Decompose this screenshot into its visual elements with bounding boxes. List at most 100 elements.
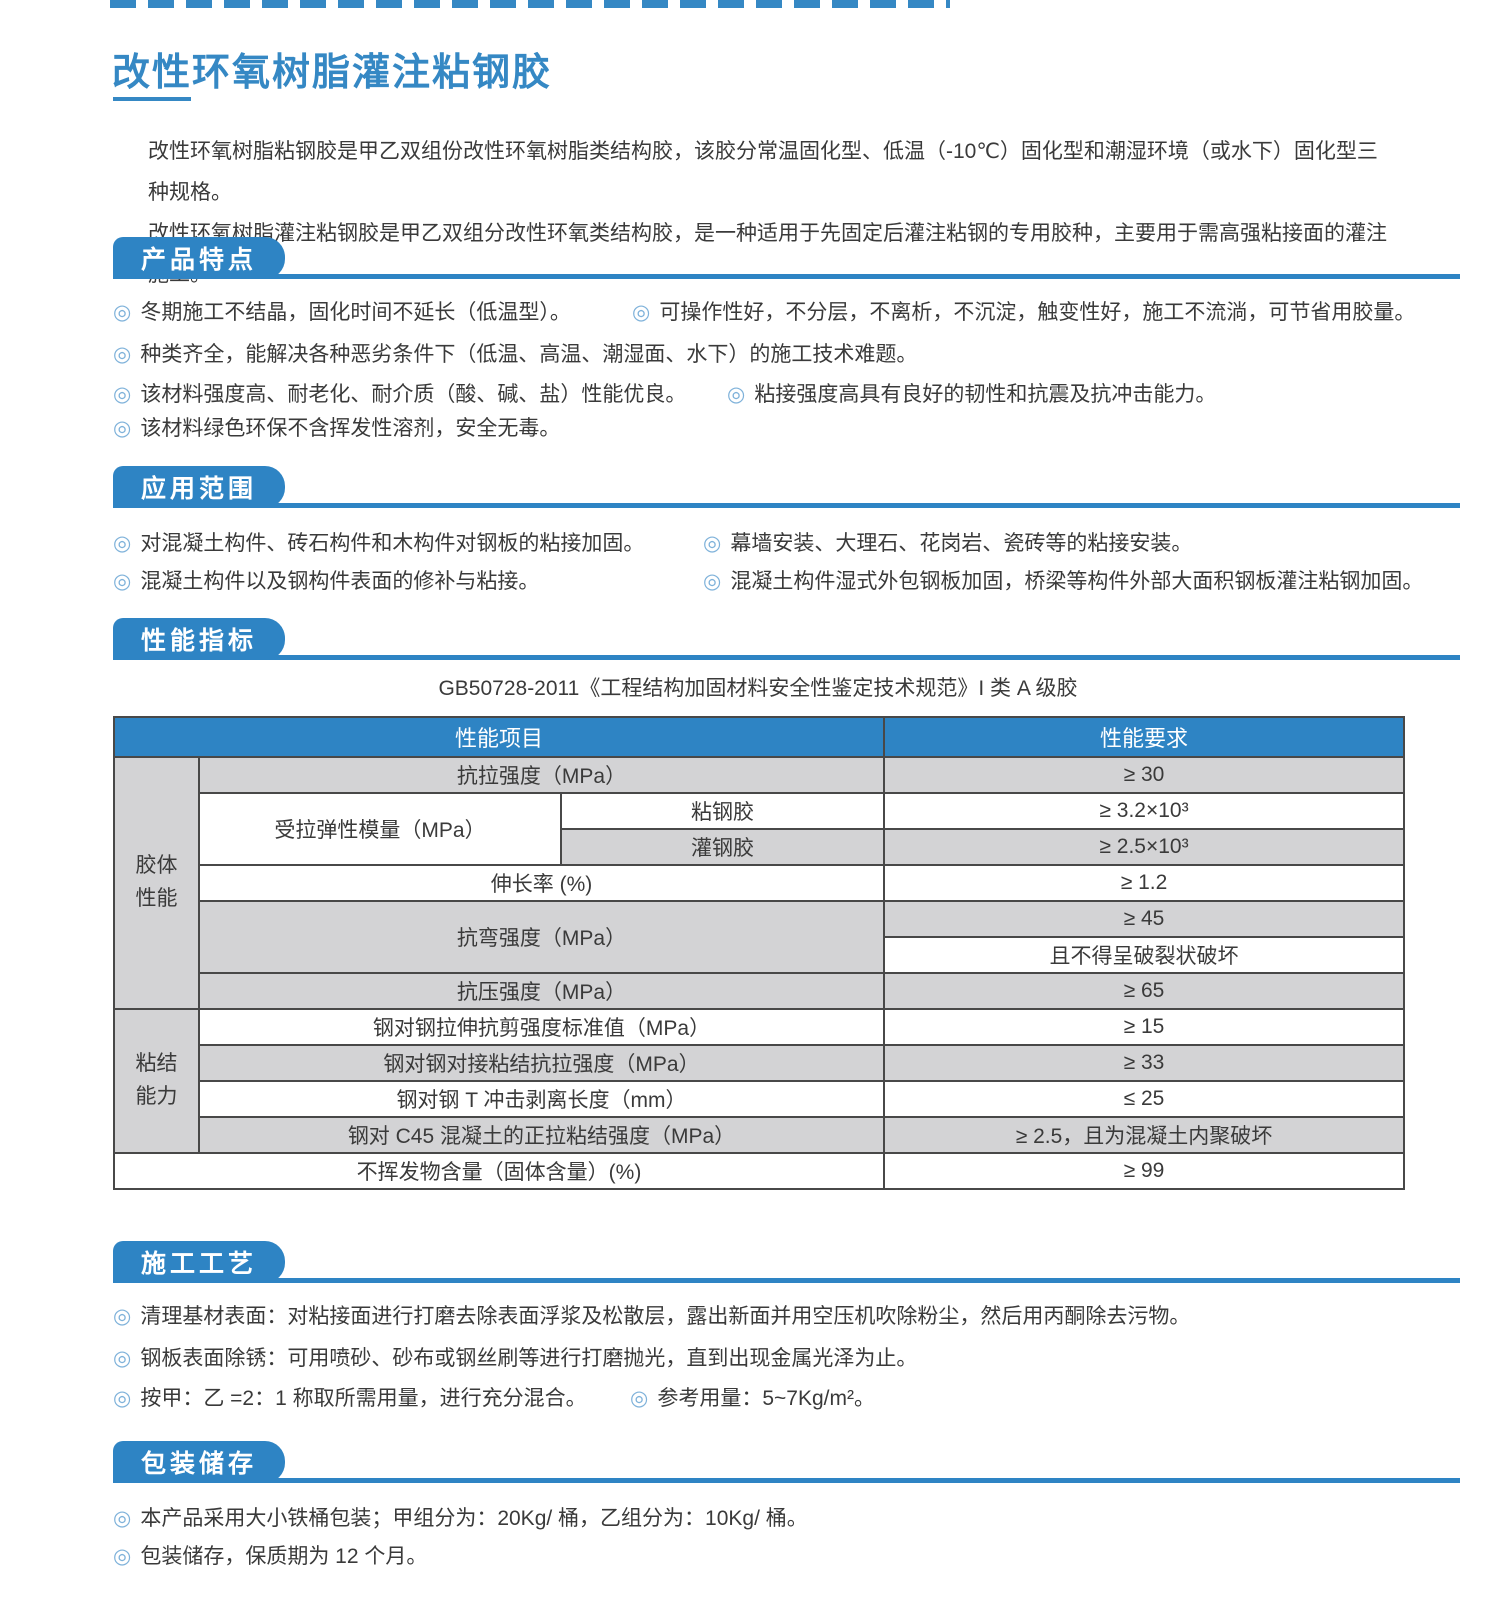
requirement-cell: ≤ 25 bbox=[883, 1080, 1405, 1118]
construction-row-2: ◎ 钢板表面除锈：可用喷砂、砂布或钢丝刷等进行打磨抛光，直到出现金属光泽为止。 bbox=[113, 1342, 1443, 1372]
ring-bullet-icon: ◎ bbox=[113, 343, 132, 366]
performance-table: 性能项目 性能要求 胶体 性能 抗拉强度（MPa） ≥ 30 受拉弹性模量（MP… bbox=[113, 716, 1405, 1190]
clipped-text-fragment bbox=[110, 0, 950, 8]
table-row: 钢对钢对接粘结抗拉强度（MPa） ≥ 33 bbox=[114, 1044, 1405, 1082]
section-header-packaging: 包装储存 bbox=[113, 1441, 1460, 1483]
packaging-item: 包装储存，保质期为 12 个月。 bbox=[140, 1545, 428, 1568]
ring-bullet-icon: ◎ bbox=[113, 570, 132, 593]
section-tab-packaging: 包装储存 bbox=[113, 1441, 285, 1483]
property-cell: 抗弯强度（MPa） bbox=[198, 900, 885, 974]
section-rule bbox=[113, 1278, 1460, 1283]
property-cell: 抗拉强度（MPa） bbox=[198, 756, 885, 794]
section-rule bbox=[113, 503, 1460, 508]
feature-row-1-right: ◎ 可操作性好，不分层，不离析，不沉淀，触变性好，施工不流淌，可节省用胶量。 bbox=[632, 296, 1415, 326]
requirement-cell: ≥ 1.2 bbox=[883, 864, 1405, 902]
requirement-cell: ≥ 65 bbox=[883, 972, 1405, 1010]
table-row: 抗压强度（MPa） ≥ 65 bbox=[114, 972, 1405, 1010]
application-item: 幕墙安装、大理石、花岗岩、瓷砖等的粘接安装。 bbox=[730, 532, 1193, 555]
property-cell: 钢对钢拉伸抗剪强度标准值（MPa） bbox=[198, 1008, 885, 1046]
section-rule bbox=[113, 1478, 1460, 1483]
feature-item: 该材料绿色环保不含挥发性溶剂，安全无毒。 bbox=[140, 417, 561, 440]
requirement-cell: ≥ 33 bbox=[883, 1044, 1405, 1082]
application-row-2: ◎ 混凝土构件以及钢构件表面的修补与粘接。 ◎ 混凝土构件湿式外包钢板加固，桥梁等构… bbox=[113, 565, 1443, 595]
property-cell: 钢对钢对接粘结抗拉强度（MPa） bbox=[198, 1044, 885, 1082]
col-header-requirement: 性能要求 bbox=[883, 716, 1405, 758]
ring-bullet-icon: ◎ bbox=[630, 1387, 649, 1410]
table-row: 钢对钢 T 冲击剥离长度（mm） ≤ 25 bbox=[114, 1080, 1405, 1118]
packaging-row-1: ◎ 本产品采用大小铁桶包装；甲组分为：20Kg/ 桶，乙组分为：10Kg/ 桶。 bbox=[113, 1502, 1443, 1532]
construction-row-3: ◎ 按甲：乙 =2：1 称取所需用量，进行充分混合。 ◎ 参考用量：5~7Kg/m²… bbox=[113, 1382, 1443, 1412]
subtype-cell: 灌钢胶 bbox=[560, 828, 885, 866]
property-cell: 伸长率 (%) bbox=[198, 864, 885, 902]
section-tab-applications: 应用范围 bbox=[113, 466, 285, 508]
requirement-cell: ≥ 45 bbox=[883, 900, 1405, 938]
section-header-construction: 施工工艺 bbox=[113, 1241, 1460, 1283]
construction-row-1: ◎ 清理基材表面：对粘接面进行打磨去除表面浮浆及松散层，露出新面并用空压机吹除粉尘… bbox=[113, 1300, 1443, 1330]
feature-item: 冬期施工不结晶，固化时间不延长（低温型）。 bbox=[140, 301, 571, 324]
ring-bullet-icon: ◎ bbox=[632, 301, 651, 324]
requirement-cell: ≥ 99 bbox=[883, 1152, 1405, 1190]
table-row: 钢对 C45 混凝土的正拉粘结强度（MPa） ≥ 2.5，且为混凝土内聚破坏 bbox=[114, 1116, 1405, 1154]
construction-item: 钢板表面除锈：可用喷砂、砂布或钢丝刷等进行打磨抛光，直到出现金属光泽为止。 bbox=[140, 1347, 918, 1370]
ring-bullet-icon: ◎ bbox=[113, 1545, 132, 1568]
section-rule bbox=[113, 655, 1460, 660]
section-tab-features: 产品特点 bbox=[113, 237, 285, 279]
requirement-cell: ≥ 3.2×10³ bbox=[883, 792, 1405, 830]
ring-bullet-icon: ◎ bbox=[727, 383, 746, 406]
table-row: 粘结 能力 钢对钢拉伸抗剪强度标准值（MPa） ≥ 15 bbox=[113, 1008, 1405, 1154]
feature-row-4: ◎ 该材料绿色环保不含挥发性溶剂，安全无毒。 bbox=[113, 412, 1443, 442]
application-item: 混凝土构件湿式外包钢板加固，桥梁等构件外部大面积钢板灌注粘钢加固。 bbox=[730, 570, 1424, 593]
application-row-1: ◎ 对混凝土构件、砖石构件和木构件对钢板的粘接加固。 ◎ 幕墙安装、大理石、花岗岩、… bbox=[113, 527, 1443, 557]
requirement-cell: ≥ 2.5，且为混凝土内聚破坏 bbox=[883, 1116, 1405, 1154]
col-header-property: 性能项目 bbox=[113, 716, 885, 758]
feature-item: 可操作性好，不分层，不离析，不沉淀，触变性好，施工不流淌，可节省用胶量。 bbox=[659, 301, 1416, 324]
table-row: 胶体 性能 抗拉强度（MPa） ≥ 30 bbox=[113, 756, 1405, 1010]
section-header-indicators: 性能指标 bbox=[113, 618, 1460, 660]
group-label-colloid: 胶体 性能 bbox=[113, 756, 200, 1010]
section-rule bbox=[113, 274, 1460, 279]
packaging-row-2: ◎ 包装储存，保质期为 12 个月。 bbox=[113, 1540, 1443, 1570]
packaging-item: 本产品采用大小铁桶包装；甲组分为：20Kg/ 桶，乙组分为：10Kg/ 桶。 bbox=[140, 1507, 808, 1530]
property-cell: 受拉弹性模量（MPa） bbox=[198, 792, 562, 866]
table-row: 灌钢胶 ≥ 2.5×10³ bbox=[114, 828, 1405, 866]
construction-item: 参考用量：5~7Kg/m²。 bbox=[657, 1387, 875, 1410]
feature-row-3: ◎ 该材料强度高、耐老化、耐介质（酸、碱、盐）性能优良。 ◎ 粘接强度高具有良好的韧… bbox=[113, 378, 1443, 408]
feature-row-2: ◎ 种类齐全，能解决各种恶劣条件下（低温、高温、潮湿面、水下）的施工技术难题。 bbox=[113, 338, 1443, 368]
construction-item: 按甲：乙 =2：1 称取所需用量，进行充分混合。 bbox=[140, 1387, 587, 1410]
ring-bullet-icon: ◎ bbox=[113, 1347, 132, 1370]
feature-row-1: ◎ 冬期施工不结晶，固化时间不延长（低温型）。 ◎ 可操作性好，不分层，不离析，不沉… bbox=[113, 296, 1443, 326]
requirement-cell: ≥ 15 bbox=[883, 1008, 1405, 1046]
section-header-applications: 应用范围 bbox=[113, 466, 1460, 508]
property-cell: 抗压强度（MPa） bbox=[198, 972, 885, 1010]
table-caption: GB50728-2011《工程结构加固材料安全性鉴定技术规范》I 类 A 级胶 bbox=[438, 677, 1078, 700]
table-row: 不挥发物含量（固体含量）(%) ≥ 99 bbox=[113, 1152, 1405, 1190]
application-row-2-right: ◎ 混凝土构件湿式外包钢板加固，桥梁等构件外部大面积钢板灌注粘钢加固。 bbox=[703, 565, 1423, 595]
property-cell: 不挥发物含量（固体含量）(%) bbox=[113, 1152, 885, 1190]
ring-bullet-icon: ◎ bbox=[113, 1507, 132, 1530]
ring-bullet-icon: ◎ bbox=[113, 1305, 132, 1328]
group-label-bonding: 粘结 能力 bbox=[113, 1008, 200, 1154]
page-title: 改性环氧树脂灌注粘钢胶 bbox=[112, 52, 553, 95]
ring-bullet-icon: ◎ bbox=[113, 532, 132, 555]
feature-row-3-right: ◎ 粘接强度高具有良好的韧性和抗震及抗冲击能力。 bbox=[727, 378, 1216, 408]
ring-bullet-icon: ◎ bbox=[113, 417, 132, 440]
subtype-cell: 粘钢胶 bbox=[560, 792, 885, 830]
requirement-cell: ≥ 30 bbox=[883, 756, 1405, 794]
table-row: 且不得呈破裂状破坏 bbox=[114, 936, 1405, 974]
construction-item: 清理基材表面：对粘接面进行打磨去除表面浮浆及松散层，露出新面并用空压机吹除粉尘，… bbox=[140, 1305, 1191, 1328]
section-tab-construction: 施工工艺 bbox=[113, 1241, 285, 1283]
requirement-cell: 且不得呈破裂状破坏 bbox=[883, 936, 1405, 974]
ring-bullet-icon: ◎ bbox=[113, 301, 132, 324]
construction-row-3-right: ◎ 参考用量：5~7Kg/m²。 bbox=[630, 1382, 875, 1412]
feature-item: 该材料强度高、耐老化、耐介质（酸、碱、盐）性能优良。 bbox=[140, 383, 687, 406]
ring-bullet-icon: ◎ bbox=[703, 570, 722, 593]
property-cell: 钢对钢 T 冲击剥离长度（mm） bbox=[198, 1080, 885, 1118]
feature-item: 种类齐全，能解决各种恶劣条件下（低温、高温、潮湿面、水下）的施工技术难题。 bbox=[140, 343, 918, 366]
ring-bullet-icon: ◎ bbox=[113, 383, 132, 406]
property-cell: 钢对 C45 混凝土的正拉粘结强度（MPa） bbox=[198, 1116, 885, 1154]
table-row: 抗弯强度（MPa） ≥ 45 bbox=[114, 900, 1405, 974]
requirement-cell: ≥ 2.5×10³ bbox=[883, 828, 1405, 866]
title-underline bbox=[113, 97, 191, 101]
section-header-features: 产品特点 bbox=[113, 237, 1460, 279]
